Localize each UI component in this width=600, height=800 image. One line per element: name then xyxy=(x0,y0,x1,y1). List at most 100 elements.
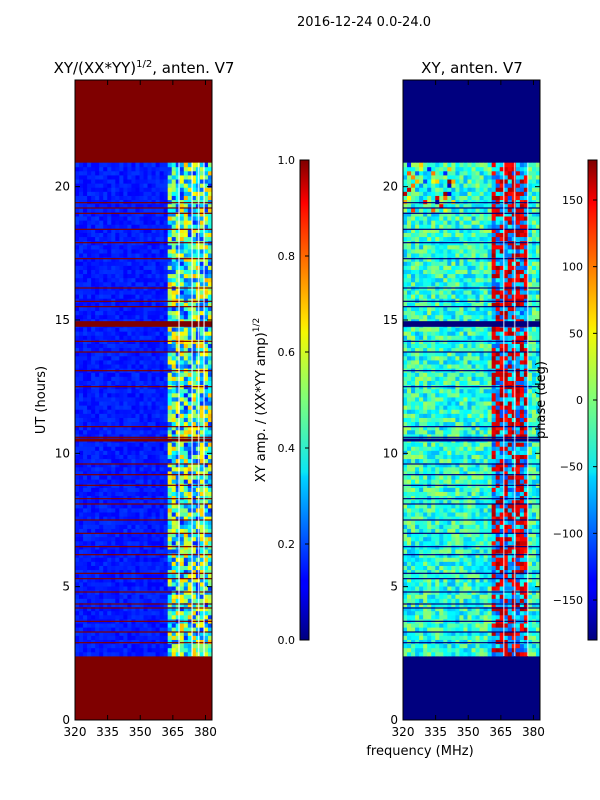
amp-cell xyxy=(183,195,189,201)
amp-cell xyxy=(207,294,213,299)
amp-cell xyxy=(115,413,120,418)
amp-cell xyxy=(131,294,136,299)
amp-cell xyxy=(159,216,165,221)
amp-cell xyxy=(139,540,144,546)
amp-cell xyxy=(127,343,132,349)
amp-cell xyxy=(139,417,144,423)
amp-cell xyxy=(175,397,181,402)
phase-cell xyxy=(447,577,452,583)
phase-cell xyxy=(419,598,424,603)
amp-cell xyxy=(155,162,161,168)
phase-cell xyxy=(455,623,460,628)
amp-cell xyxy=(183,216,189,221)
amp-cell xyxy=(119,166,124,172)
amp-cell xyxy=(159,647,165,653)
amp-cell xyxy=(87,429,92,435)
amp-cell xyxy=(203,380,209,386)
amp-flag-line xyxy=(75,202,212,204)
amp-cell xyxy=(91,351,96,357)
phase-cell xyxy=(507,631,513,636)
amp-cell xyxy=(107,536,112,542)
amp-cell xyxy=(127,466,132,472)
phase-cell xyxy=(471,606,476,612)
amp-cell xyxy=(87,491,92,497)
amp-cell xyxy=(175,232,181,238)
amp-cell xyxy=(115,569,120,575)
amp-cell xyxy=(111,503,116,509)
amp-cell xyxy=(155,417,161,423)
amp-cell xyxy=(79,343,84,349)
amp-cell xyxy=(139,549,144,554)
phase-cell xyxy=(471,631,476,636)
amp-cell xyxy=(99,253,104,258)
amp-cell xyxy=(147,212,152,217)
amp-cell xyxy=(83,257,88,262)
amp-cell xyxy=(143,565,148,571)
amp-cell xyxy=(139,277,144,283)
amp-cell xyxy=(199,471,205,476)
amp-cell xyxy=(203,643,209,649)
amp-cell xyxy=(123,203,128,209)
amp-cell xyxy=(131,331,136,336)
amp-cell xyxy=(151,273,156,279)
amp-cell xyxy=(135,306,140,312)
phase-cell xyxy=(527,635,533,640)
amp-cell xyxy=(75,166,80,172)
phase-cell xyxy=(519,631,525,636)
amp-cell xyxy=(163,417,169,423)
amp-cell xyxy=(163,183,169,188)
amp-cell xyxy=(79,405,84,410)
amp-cell xyxy=(111,639,116,645)
amp-cell xyxy=(87,606,92,612)
phase-cell xyxy=(507,639,513,645)
amp-cell xyxy=(127,561,132,566)
amp-cell xyxy=(79,413,84,418)
amp-cell xyxy=(179,582,185,587)
amp-cell xyxy=(163,335,169,340)
amp-cell xyxy=(127,253,132,258)
phase-cell xyxy=(467,643,472,649)
amp-cell xyxy=(167,466,173,472)
amp-cell xyxy=(167,236,173,242)
amp-cell xyxy=(99,553,104,558)
amp-cell xyxy=(179,528,185,534)
amp-cell xyxy=(139,582,144,587)
amp-cell xyxy=(143,540,148,546)
amp-cell xyxy=(203,273,209,279)
amp-cell xyxy=(159,302,165,307)
amp-cell xyxy=(103,610,108,616)
amp-cell xyxy=(207,508,213,513)
amp-cell xyxy=(159,281,165,287)
amp-cell xyxy=(135,355,140,361)
amp-cell xyxy=(75,187,80,192)
amp-cell xyxy=(151,413,156,418)
amp-cell xyxy=(91,421,96,427)
amp-cell xyxy=(131,355,136,361)
amp-cell xyxy=(159,249,165,254)
amp-cell xyxy=(143,290,148,295)
phase-cell xyxy=(507,643,513,649)
amp-cell xyxy=(131,220,136,225)
amp-cell xyxy=(167,421,173,427)
amp-cell xyxy=(167,269,173,275)
amp-cell xyxy=(111,569,116,575)
amp-cell xyxy=(103,244,108,250)
phase-cell xyxy=(451,635,456,640)
amp-cell xyxy=(147,565,152,571)
phase-cell xyxy=(431,610,436,616)
amp-cell xyxy=(191,561,197,566)
amp-cell xyxy=(95,364,100,369)
amp-cell xyxy=(95,220,100,225)
amp-cell xyxy=(131,606,136,612)
amp-cell xyxy=(143,203,148,209)
phase-cell xyxy=(415,627,420,632)
amp-cell xyxy=(79,265,84,270)
amp-cell xyxy=(163,602,169,608)
amp-cell xyxy=(111,244,116,250)
amp-cell xyxy=(167,216,173,221)
amp-cell xyxy=(203,434,209,439)
phase-cell xyxy=(439,606,444,612)
amp-cell xyxy=(163,281,169,287)
amp-flag-line xyxy=(75,228,212,230)
phase-cell xyxy=(503,623,509,628)
